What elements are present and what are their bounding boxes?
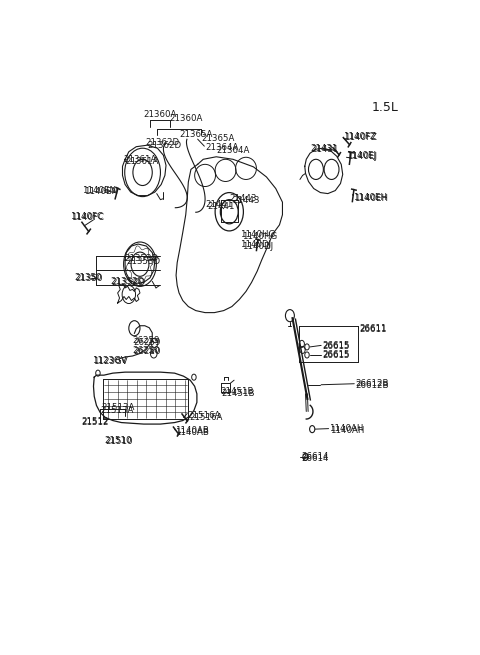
Text: 21513A: 21513A	[102, 403, 135, 412]
Text: 21512: 21512	[82, 417, 109, 426]
Text: 21350: 21350	[74, 273, 102, 282]
Text: 1140AH: 1140AH	[330, 426, 364, 435]
Text: 21516A: 21516A	[190, 413, 223, 422]
Text: 21516A: 21516A	[187, 411, 221, 420]
Text: 1140HG: 1140HG	[241, 233, 277, 242]
Text: 1140AB: 1140AB	[175, 428, 209, 437]
Text: 21512: 21512	[82, 418, 109, 427]
Text: 21361A: 21361A	[125, 157, 158, 166]
Text: 21364A: 21364A	[216, 145, 250, 155]
Text: 1140DJ: 1140DJ	[241, 242, 273, 251]
Text: 21441: 21441	[207, 202, 235, 211]
Text: 26612B: 26612B	[355, 379, 388, 388]
Text: 1140HG: 1140HG	[240, 231, 276, 240]
Text: 21451B: 21451B	[221, 387, 254, 396]
Text: 26250: 26250	[132, 346, 160, 356]
Text: 21443: 21443	[232, 196, 259, 205]
Text: 1140FC: 1140FC	[71, 212, 103, 221]
Text: 1140EJ: 1140EJ	[347, 151, 376, 160]
Text: 21352D: 21352D	[110, 277, 144, 286]
Text: 21443: 21443	[229, 194, 257, 203]
Text: 21513A: 21513A	[100, 406, 133, 415]
Text: 1140EJ: 1140EJ	[347, 152, 377, 161]
Text: 26615: 26615	[323, 343, 350, 352]
Text: 21360A: 21360A	[143, 111, 176, 119]
Text: 26615: 26615	[322, 341, 349, 350]
Text: 26611: 26611	[360, 326, 387, 334]
Text: 1140EN: 1140EN	[83, 186, 116, 195]
Text: 26259: 26259	[132, 337, 160, 345]
Text: 26615: 26615	[323, 352, 350, 360]
Text: 1140EH: 1140EH	[354, 194, 388, 203]
Text: 21365A: 21365A	[180, 130, 213, 139]
Text: 1140AB: 1140AB	[175, 426, 208, 435]
Text: 21362D: 21362D	[145, 138, 180, 147]
Text: 26250: 26250	[133, 347, 160, 356]
Text: 21441: 21441	[206, 200, 233, 209]
Text: 26611: 26611	[359, 324, 386, 333]
Text: 1140AH: 1140AH	[329, 424, 364, 433]
Text: 21431: 21431	[311, 143, 338, 153]
Text: 26614: 26614	[301, 453, 328, 461]
Text: 1140FZ: 1140FZ	[344, 132, 377, 141]
Text: 21352D: 21352D	[111, 278, 145, 288]
Text: 21361A: 21361A	[123, 155, 156, 164]
Text: 21353D: 21353D	[124, 254, 158, 263]
Text: 1140EH: 1140EH	[353, 193, 387, 202]
Text: 1140FC: 1140FC	[71, 214, 104, 222]
Text: 21360A: 21360A	[170, 115, 203, 123]
Text: 1123GV: 1123GV	[93, 356, 127, 365]
Text: 21510: 21510	[104, 436, 132, 445]
Text: 26614: 26614	[302, 454, 329, 463]
Text: 1.5L: 1.5L	[372, 101, 398, 114]
Text: 21510: 21510	[105, 438, 132, 446]
Text: 1140EN: 1140EN	[84, 187, 118, 196]
Text: 21353D: 21353D	[126, 257, 160, 266]
Text: 1140FZ: 1140FZ	[344, 132, 376, 141]
Text: 1123GV: 1123GV	[92, 356, 126, 365]
Text: 21364A: 21364A	[205, 143, 239, 152]
Text: 21431: 21431	[312, 145, 339, 154]
Text: 1140DJ: 1140DJ	[240, 240, 272, 248]
Text: 21350: 21350	[75, 274, 102, 284]
Text: 26615: 26615	[322, 350, 349, 360]
Text: 21451B: 21451B	[221, 389, 255, 398]
Text: 21362D: 21362D	[147, 141, 181, 150]
Text: 26259: 26259	[133, 339, 160, 347]
Text: 21365A: 21365A	[202, 134, 235, 143]
Text: 26612B: 26612B	[356, 381, 389, 390]
